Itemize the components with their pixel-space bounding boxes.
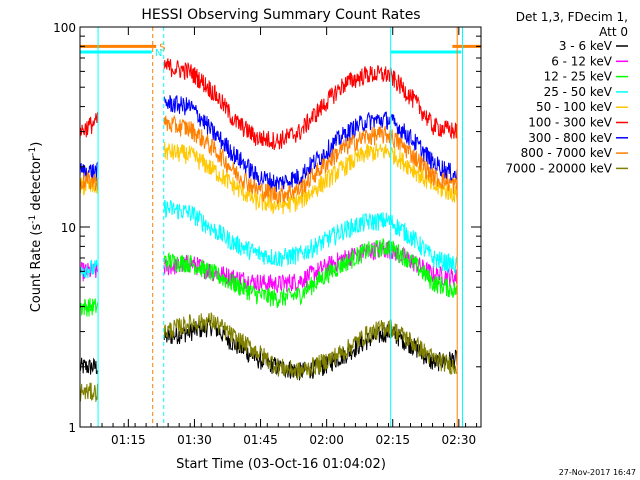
- series-6-line-2: [163, 58, 458, 151]
- series-1-line-1: [79, 357, 98, 375]
- series-4-line-1: [79, 259, 98, 279]
- series-3: [79, 237, 458, 317]
- x-tick-label-6: 02:30: [442, 433, 477, 447]
- legend-label-4: 25 - 50 keV: [544, 85, 613, 99]
- legend-header-line-2: Att 0: [599, 25, 628, 39]
- y-tick-label-3: 100: [53, 21, 76, 35]
- series-7-line-2: [163, 95, 458, 192]
- legend-label-3: 12 - 25 keV: [544, 70, 613, 84]
- legend-label-2: 6 - 12 keV: [551, 54, 613, 68]
- series-8-line-2: [163, 114, 458, 205]
- legend-label-8: 800 - 7000 keV: [521, 146, 613, 160]
- y-label-main: Count Rate (s: [29, 224, 44, 313]
- y-tick-label-2: 10: [61, 221, 76, 235]
- series-8-line-1: [79, 171, 98, 191]
- y-label-end: ): [29, 142, 44, 147]
- y-axis-label: Count Rate (s-1 detector-1): [28, 142, 44, 313]
- series-9: [79, 312, 458, 402]
- timestamp: 27-Nov-2017 16:47: [559, 468, 636, 477]
- y-label-sup-2: -1: [28, 147, 38, 156]
- y-label-sup-1: -1: [28, 215, 38, 224]
- series-4: [79, 199, 458, 279]
- boundary-layer: [97, 27, 463, 427]
- x-axis-label: Start Time (03-Oct-16 01:04:02): [176, 457, 386, 472]
- flag-n-label: N: [155, 48, 162, 59]
- series-9-line-2: [163, 312, 458, 381]
- series-9-line-1: [79, 382, 98, 402]
- legend-label-5: 50 - 100 keV: [536, 100, 613, 114]
- series-3-line-2: [163, 237, 458, 308]
- chart-title: HESSI Observing Summary Count Rates: [141, 7, 420, 23]
- x-tick-label-1: 01:15: [111, 433, 146, 447]
- data-layer: [79, 58, 458, 402]
- legend-label-7: 300 - 800 keV: [528, 131, 612, 145]
- x-tick-label-5: 02:15: [375, 433, 410, 447]
- tick-layer: 01:15 01:30 01:45 02:00 02:15 02:30 1 10 100: [53, 21, 481, 447]
- legend-label-6: 100 - 300 keV: [528, 116, 612, 130]
- x-tick-label-3: 01:45: [243, 433, 278, 447]
- x-tick-label-2: 01:30: [177, 433, 212, 447]
- y-tick-label-1: 1: [68, 421, 76, 435]
- series-6: [79, 58, 458, 151]
- legend-label-1: 3 - 6 keV: [559, 39, 613, 53]
- legend-label-9: 7000 - 20000 keV: [505, 161, 612, 175]
- legend-header-line-1: Det 1,3, FDecim 1,: [516, 10, 628, 24]
- series-6-line-1: [79, 112, 98, 140]
- flag-s-label: S: [159, 42, 165, 53]
- series-5-line-2: [163, 141, 458, 215]
- series-3-line-1: [79, 297, 98, 317]
- series-4-line-2: [163, 199, 458, 275]
- y-label-mid: detector: [29, 155, 44, 215]
- x-tick-label-4: 02:00: [309, 433, 344, 447]
- series-8: [79, 114, 458, 205]
